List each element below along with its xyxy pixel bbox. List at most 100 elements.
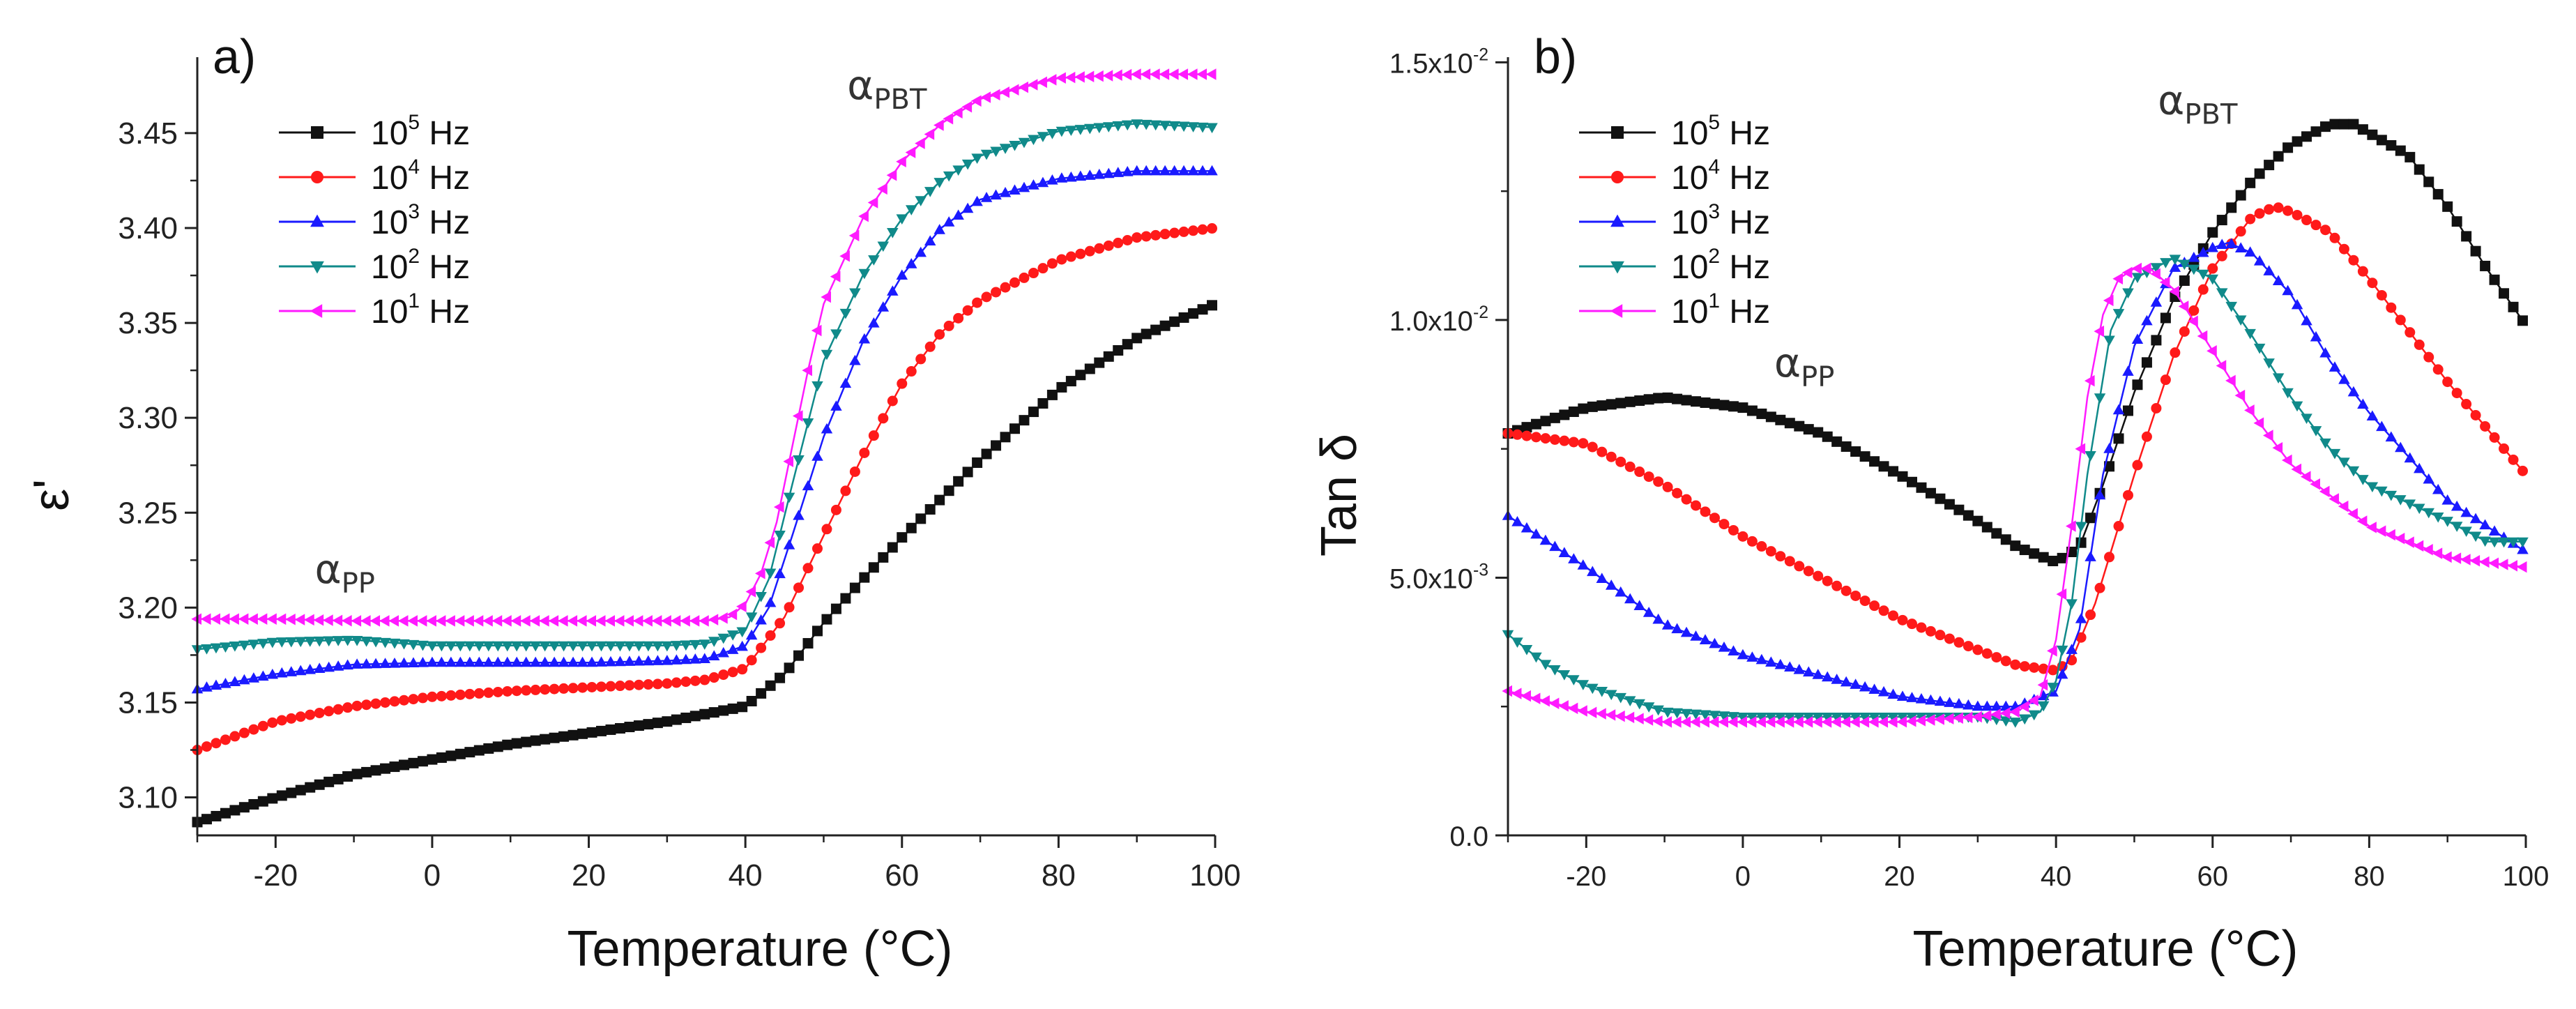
panel-a-data-point xyxy=(1178,165,1190,176)
panel-a-data-point xyxy=(510,615,521,627)
panel-a-data-point xyxy=(774,531,786,541)
panel-b-data-point xyxy=(2179,275,2190,286)
panel-b-data-point xyxy=(2141,431,2152,442)
panel-b-data-point xyxy=(1972,515,1983,526)
panel-a-data-point xyxy=(577,682,588,693)
panel-a-data-point xyxy=(1037,76,1047,89)
panel-b-chart: b) -20 0 20 40 60 80 100 0.0 5.0x10-3 1.0x10-2 1.5… xyxy=(1311,29,2549,977)
panel-a-data-point xyxy=(933,178,945,188)
panel-a-data-point xyxy=(1018,181,1030,192)
panel-a-data-point xyxy=(1018,81,1028,93)
panel-b-data-point xyxy=(1878,461,1889,472)
panel-a-data-point xyxy=(1046,389,1058,400)
panel-a-legend-entry: 104 Hz xyxy=(279,155,470,197)
panel-b-data-point xyxy=(1755,713,1768,723)
panel-a-y-tick-label: 3.40 xyxy=(118,211,178,245)
panel-a-data-point xyxy=(624,680,635,691)
panel-b-data-point xyxy=(2037,701,2050,712)
panel-a-data-point xyxy=(1103,167,1115,179)
panel-a-data-point xyxy=(1150,165,1161,176)
panel-a-data-point xyxy=(294,614,305,625)
panel-a-data-point xyxy=(436,656,448,667)
panel-b-data-point xyxy=(1794,420,1805,432)
panel-b-data-point xyxy=(2376,486,2388,497)
panel-b-data-point xyxy=(2170,347,2181,358)
panel-b-data-point xyxy=(1567,702,1578,715)
panel-a-data-point xyxy=(1178,121,1190,132)
panel-b-data-point xyxy=(1690,709,1702,720)
panel-a-data-point xyxy=(1178,68,1189,80)
panel-a-data-point xyxy=(1150,229,1161,241)
panel-b-data-point xyxy=(1539,534,1552,545)
panel-b-data-point xyxy=(1737,531,1748,542)
panel-b-data-point xyxy=(1850,446,1861,457)
panel-b-data-point xyxy=(1643,394,1654,405)
panel-a-data-point xyxy=(304,637,316,647)
panel-b-data-point xyxy=(2329,361,2341,372)
panel-b-data-point xyxy=(2347,508,2358,520)
panel-a-data-point xyxy=(238,613,249,625)
panel-a-data-point xyxy=(717,612,728,624)
panel-a-data-point xyxy=(652,655,664,665)
panel-b-data-point xyxy=(1850,713,1861,723)
panel-a-data-point xyxy=(305,709,316,720)
panel-b-data-point xyxy=(1972,700,1984,711)
panel-b-legend-marker xyxy=(1610,304,1623,318)
panel-a-legend-label: 102 Hz xyxy=(371,245,470,286)
panel-b-data-point xyxy=(2498,537,2510,548)
panel-a-data-point xyxy=(313,662,326,674)
panel-a-data-point xyxy=(811,625,823,637)
panel-a-data-point xyxy=(248,724,259,735)
panel-a-data-point xyxy=(586,681,597,692)
panel-b-data-point xyxy=(2047,683,2059,693)
panel-a-data-point xyxy=(567,729,579,741)
panel-a-data-point xyxy=(502,685,513,697)
panel-b-data-point xyxy=(2470,410,2481,421)
panel-b-data-point xyxy=(1934,695,1946,706)
panel-b-data-point xyxy=(2366,522,2377,533)
panel-b-data-point xyxy=(2065,520,2076,532)
panel-b-data-point xyxy=(2104,461,2115,472)
panel-a-data-point xyxy=(991,440,1002,451)
panel-a-data-point xyxy=(811,450,823,461)
panel-b-data-point xyxy=(1896,690,1909,701)
panel-b-data-point xyxy=(1661,619,1674,630)
panel-a-data-point xyxy=(1121,120,1134,131)
panel-a-data-point xyxy=(464,615,474,627)
panel-a-data-point xyxy=(642,655,655,666)
panel-b-legend-entry: 101 Hz xyxy=(1579,289,1770,331)
panel-b-data-point xyxy=(2244,404,2255,416)
panel-b-data-point xyxy=(2404,151,2416,162)
panel-b-data-point xyxy=(2273,202,2284,213)
panel-a-data-point xyxy=(858,333,871,344)
panel-a-data-point xyxy=(200,613,211,625)
panel-a-data-point xyxy=(680,615,690,627)
panel-a-data-point xyxy=(229,805,241,816)
panel-a-data-point xyxy=(549,683,560,695)
panel-b-data-point xyxy=(2066,599,2078,610)
panel-b-data-point xyxy=(2404,536,2414,548)
panel-a-data-point xyxy=(595,641,607,652)
panel-b-data-point xyxy=(1558,670,1571,681)
panel-a-data-point xyxy=(736,640,748,651)
panel-a-data-point xyxy=(549,732,560,743)
panel-b-y-axis-title: Tan δ xyxy=(1311,434,1367,556)
panel-a-data-point xyxy=(1037,176,1049,188)
panel-a-data-point xyxy=(427,691,438,702)
panel-a-data-point xyxy=(718,669,729,681)
panel-a-data-point xyxy=(1169,316,1180,327)
panel-b-data-point xyxy=(2385,431,2398,442)
panel-a-data-point xyxy=(661,654,673,665)
panel-b-data-point xyxy=(1813,570,1824,582)
panel-b-legend-entry: 102 Hz xyxy=(1579,245,1770,286)
panel-b-data-point xyxy=(2451,388,2462,399)
panel-a-data-point xyxy=(332,614,343,627)
panel-b-data-point xyxy=(2056,645,2068,656)
panel-a-data-point xyxy=(1196,122,1209,133)
panel-a-series-line xyxy=(197,227,1216,751)
panel-a-data-point xyxy=(1196,68,1207,80)
panel-b-data-point xyxy=(1821,716,1832,728)
panel-b-data-point xyxy=(1990,708,2001,720)
panel-a-data-point xyxy=(1207,223,1218,234)
panel-a-data-point xyxy=(1065,251,1076,262)
